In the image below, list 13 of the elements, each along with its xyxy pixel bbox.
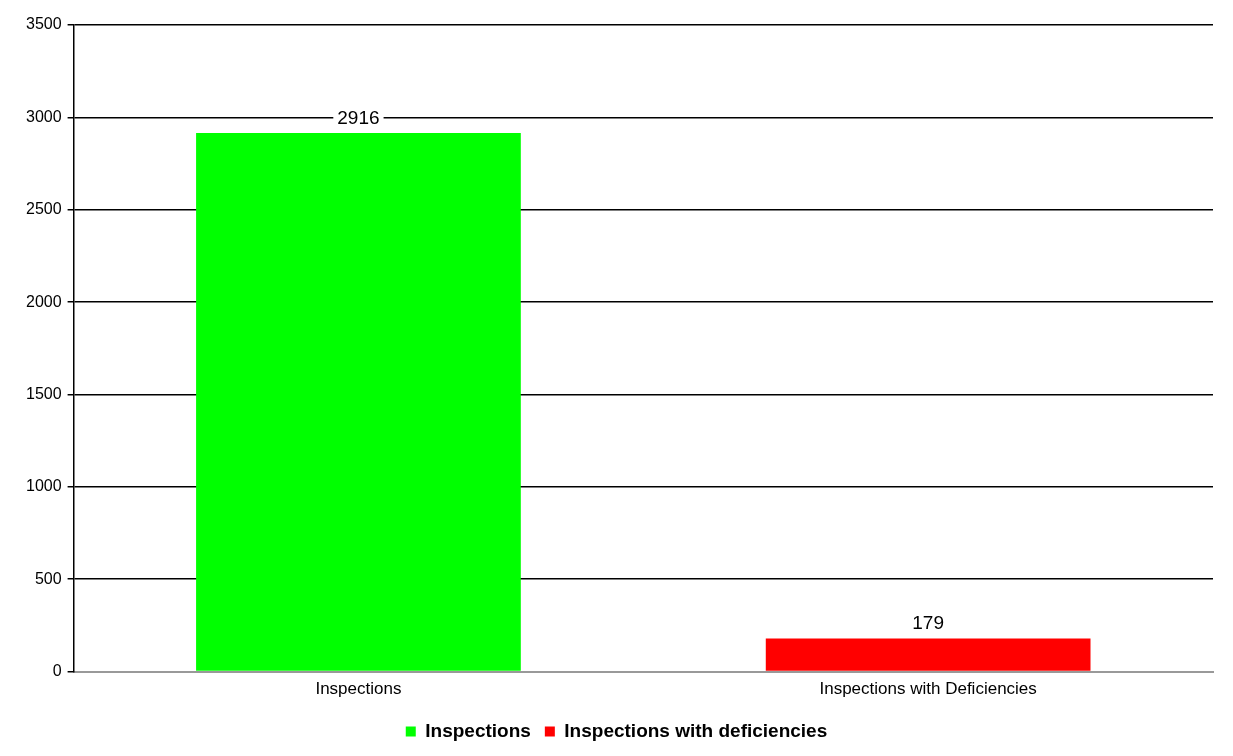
y-tick-label: 3000 (26, 107, 62, 125)
y-tick-label: 3500 (26, 15, 62, 33)
x-tick-label: Inspections with Deficiencies (819, 679, 1037, 699)
legend-label: Inspections (425, 719, 531, 741)
y-tick-label: 2500 (26, 200, 62, 218)
y-tick-label: 1000 (26, 477, 62, 495)
data-label: 2916 (337, 106, 380, 128)
y-tick-label: 2000 (26, 292, 62, 310)
data-label: 179 (912, 612, 944, 634)
y-tick-label: 1500 (26, 384, 62, 402)
y-tick-label: 0 (52, 662, 62, 680)
legend-label: Inspections with deficiencies (564, 719, 828, 741)
y-tick-label: 500 (34, 569, 62, 587)
